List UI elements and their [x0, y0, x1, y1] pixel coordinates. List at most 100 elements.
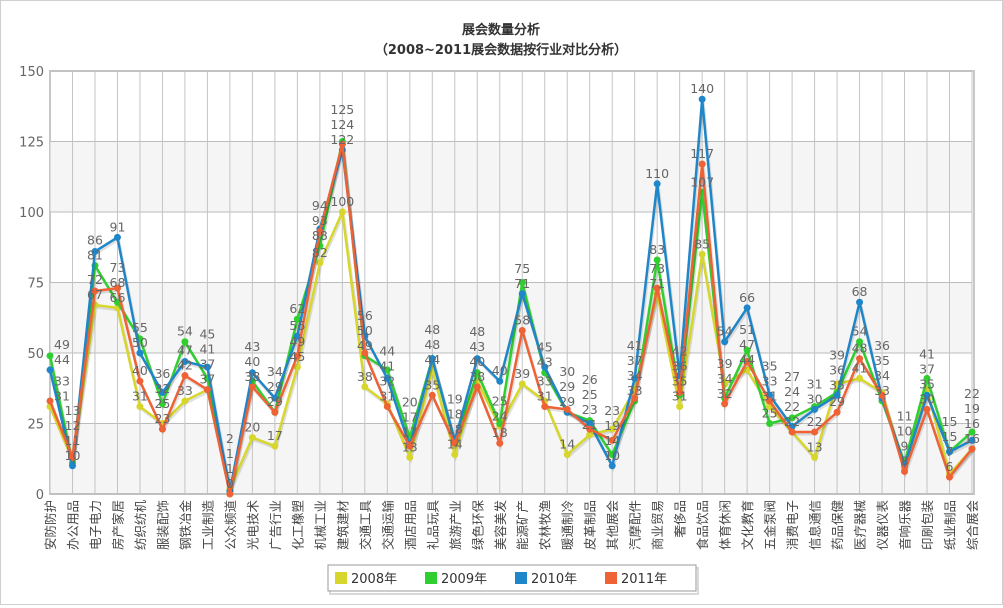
data-label: 26: [582, 372, 598, 387]
data-point: [946, 473, 954, 481]
data-label: 71: [649, 276, 665, 291]
x-tick-label: 交通运输: [380, 500, 395, 551]
x-tick-label: 五金泵阀: [763, 500, 778, 550]
x-tick-label: 建筑建材: [335, 500, 350, 550]
data-label: 39: [717, 356, 733, 371]
data-label: 94: [312, 198, 328, 213]
data-label: 30: [559, 364, 575, 379]
x-tick-label: 综合展会: [965, 500, 980, 551]
data-label: 6: [946, 459, 954, 474]
x-tick-label: 汽摩配件: [628, 500, 643, 550]
data-label: 35: [424, 377, 440, 392]
data-labels: 3133444910111213677281866668739131405055…: [54, 81, 980, 491]
data-point: [698, 95, 706, 103]
data-label: 23: [582, 402, 598, 417]
data-point: [518, 326, 526, 334]
data-point: [203, 363, 211, 371]
data-label: 55: [132, 320, 148, 335]
x-tick-label: 信息通信: [808, 500, 823, 550]
data-label: 33: [627, 383, 643, 398]
data-label: 44: [379, 344, 395, 359]
data-label: 68: [110, 275, 126, 290]
data-label: 13: [65, 403, 81, 418]
chart-title: 展会数量分析: [462, 22, 540, 38]
data-label: 81: [87, 248, 103, 263]
x-tick-label: 商业贸易: [650, 500, 665, 550]
data-point: [811, 405, 819, 413]
data-label: 20: [402, 394, 418, 409]
data-label: 38: [244, 369, 260, 384]
data-label: 10: [897, 423, 913, 438]
data-point: [226, 490, 234, 498]
data-point: [91, 287, 99, 295]
x-tick-label: 光电技术: [245, 500, 260, 551]
data-label: 1: [226, 446, 234, 461]
x-tick-label: 纺织纺机: [133, 500, 148, 551]
data-label: 32: [717, 386, 733, 401]
data-label: 35: [919, 376, 935, 391]
data-label: 37: [199, 372, 215, 387]
data-label: 18: [492, 425, 508, 440]
x-tick-label: 电子电力: [88, 500, 103, 550]
data-label: 8: [901, 453, 909, 468]
data-point: [608, 436, 616, 444]
legend-swatch: [425, 572, 437, 584]
data-point: [406, 442, 414, 450]
data-label: 86: [87, 233, 103, 248]
series-line: [48, 144, 973, 495]
data-label: 58: [514, 312, 530, 327]
data-point: [968, 445, 976, 453]
data-label: 51: [739, 322, 755, 337]
x-tick-label: 机械工业: [313, 500, 328, 550]
x-tick-label: 能源矿产: [515, 500, 530, 550]
data-label: 40: [469, 354, 485, 369]
data-point: [383, 403, 391, 411]
data-point: [383, 366, 391, 374]
data-label: 56: [289, 318, 305, 333]
data-label: 22: [964, 386, 980, 401]
data-point: [46, 397, 54, 405]
chart-subtitle: （2008~2011展会数据按行业对比分析）: [375, 42, 627, 58]
x-tick-label: 酒店用品: [403, 500, 418, 550]
data-label: 66: [110, 290, 126, 305]
data-point: [923, 405, 931, 413]
data-point: [563, 405, 571, 413]
data-label: 93: [312, 213, 328, 228]
data-point: [856, 355, 864, 363]
data-label: 22: [784, 414, 800, 429]
data-point: [586, 420, 594, 427]
data-point: [743, 346, 751, 354]
data-point: [271, 408, 279, 416]
data-point: [46, 352, 54, 360]
data-label: 32: [154, 381, 170, 396]
data-point: [743, 304, 751, 312]
grid-band: [50, 423, 972, 494]
data-label: 24: [492, 408, 508, 423]
data-label: 73: [649, 261, 665, 276]
data-label: 23: [154, 411, 170, 426]
data-point: [293, 315, 301, 323]
data-label: 31: [537, 389, 553, 404]
data-point: [361, 349, 369, 357]
data-label: 17: [267, 428, 283, 443]
data-point: [608, 425, 616, 433]
y-tick-label: 50: [27, 347, 44, 362]
x-tick-label: 体育休闲: [718, 500, 733, 550]
data-point: [811, 453, 819, 461]
legend-label: 2009年: [441, 572, 487, 587]
legend-swatch: [335, 572, 347, 584]
x-tick-label: 广告行业: [268, 500, 283, 550]
data-point: [968, 428, 976, 436]
data-label: 47: [177, 343, 193, 358]
data-label: 0: [226, 476, 234, 491]
data-point: [181, 372, 189, 380]
data-label: 18: [447, 407, 463, 422]
data-label: 39: [829, 347, 845, 362]
data-label: 42: [177, 358, 193, 373]
data-label: 11: [897, 408, 913, 423]
data-label: 39: [514, 366, 530, 381]
data-point: [766, 420, 774, 427]
data-label: 22: [784, 399, 800, 414]
data-point: [833, 408, 841, 416]
